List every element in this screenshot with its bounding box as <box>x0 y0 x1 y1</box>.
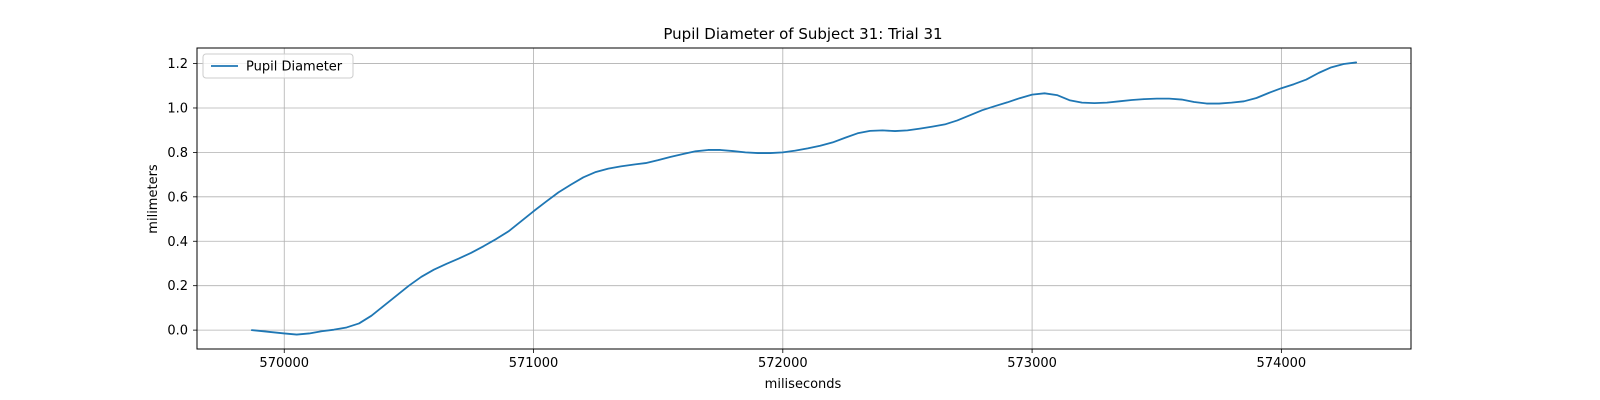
y-tick-label: 0.8 <box>167 146 188 161</box>
grid <box>197 48 1411 349</box>
x-axis-label: miliseconds <box>765 377 842 392</box>
y-tick-label: 1.0 <box>167 101 188 116</box>
y-tick-label: 0.6 <box>167 190 188 205</box>
series-layer <box>250 61 1358 336</box>
legend-label-pupil-diameter: Pupil Diameter <box>246 60 343 75</box>
x-tick-label: 572000 <box>758 356 808 371</box>
y-axis-label: milimeters <box>146 164 161 234</box>
chart-title: Pupil Diameter of Subject 31: Trial 31 <box>663 25 942 43</box>
y-tick-label: 1.2 <box>167 57 188 72</box>
x-tick-label: 570000 <box>259 356 309 371</box>
y-tick-label: 0.2 <box>167 279 188 294</box>
legend-box <box>202 53 354 79</box>
y-tick-label: 0.4 <box>167 235 188 250</box>
x-tick-label: 574000 <box>1257 356 1307 371</box>
x-axis: 570000 571000 572000 573000 574000 <box>259 349 1306 371</box>
y-axis: 0.0 0.2 0.4 0.6 0.8 1.0 1.2 <box>167 57 197 339</box>
y-tick-label: 0.0 <box>167 324 188 339</box>
legend: Pupil Diameter <box>202 53 354 79</box>
x-tick-label: 571000 <box>509 356 559 371</box>
x-tick-label: 573000 <box>1007 356 1057 371</box>
plot-frame <box>196 47 1412 350</box>
series-line-pupil-diameter <box>250 61 1358 336</box>
